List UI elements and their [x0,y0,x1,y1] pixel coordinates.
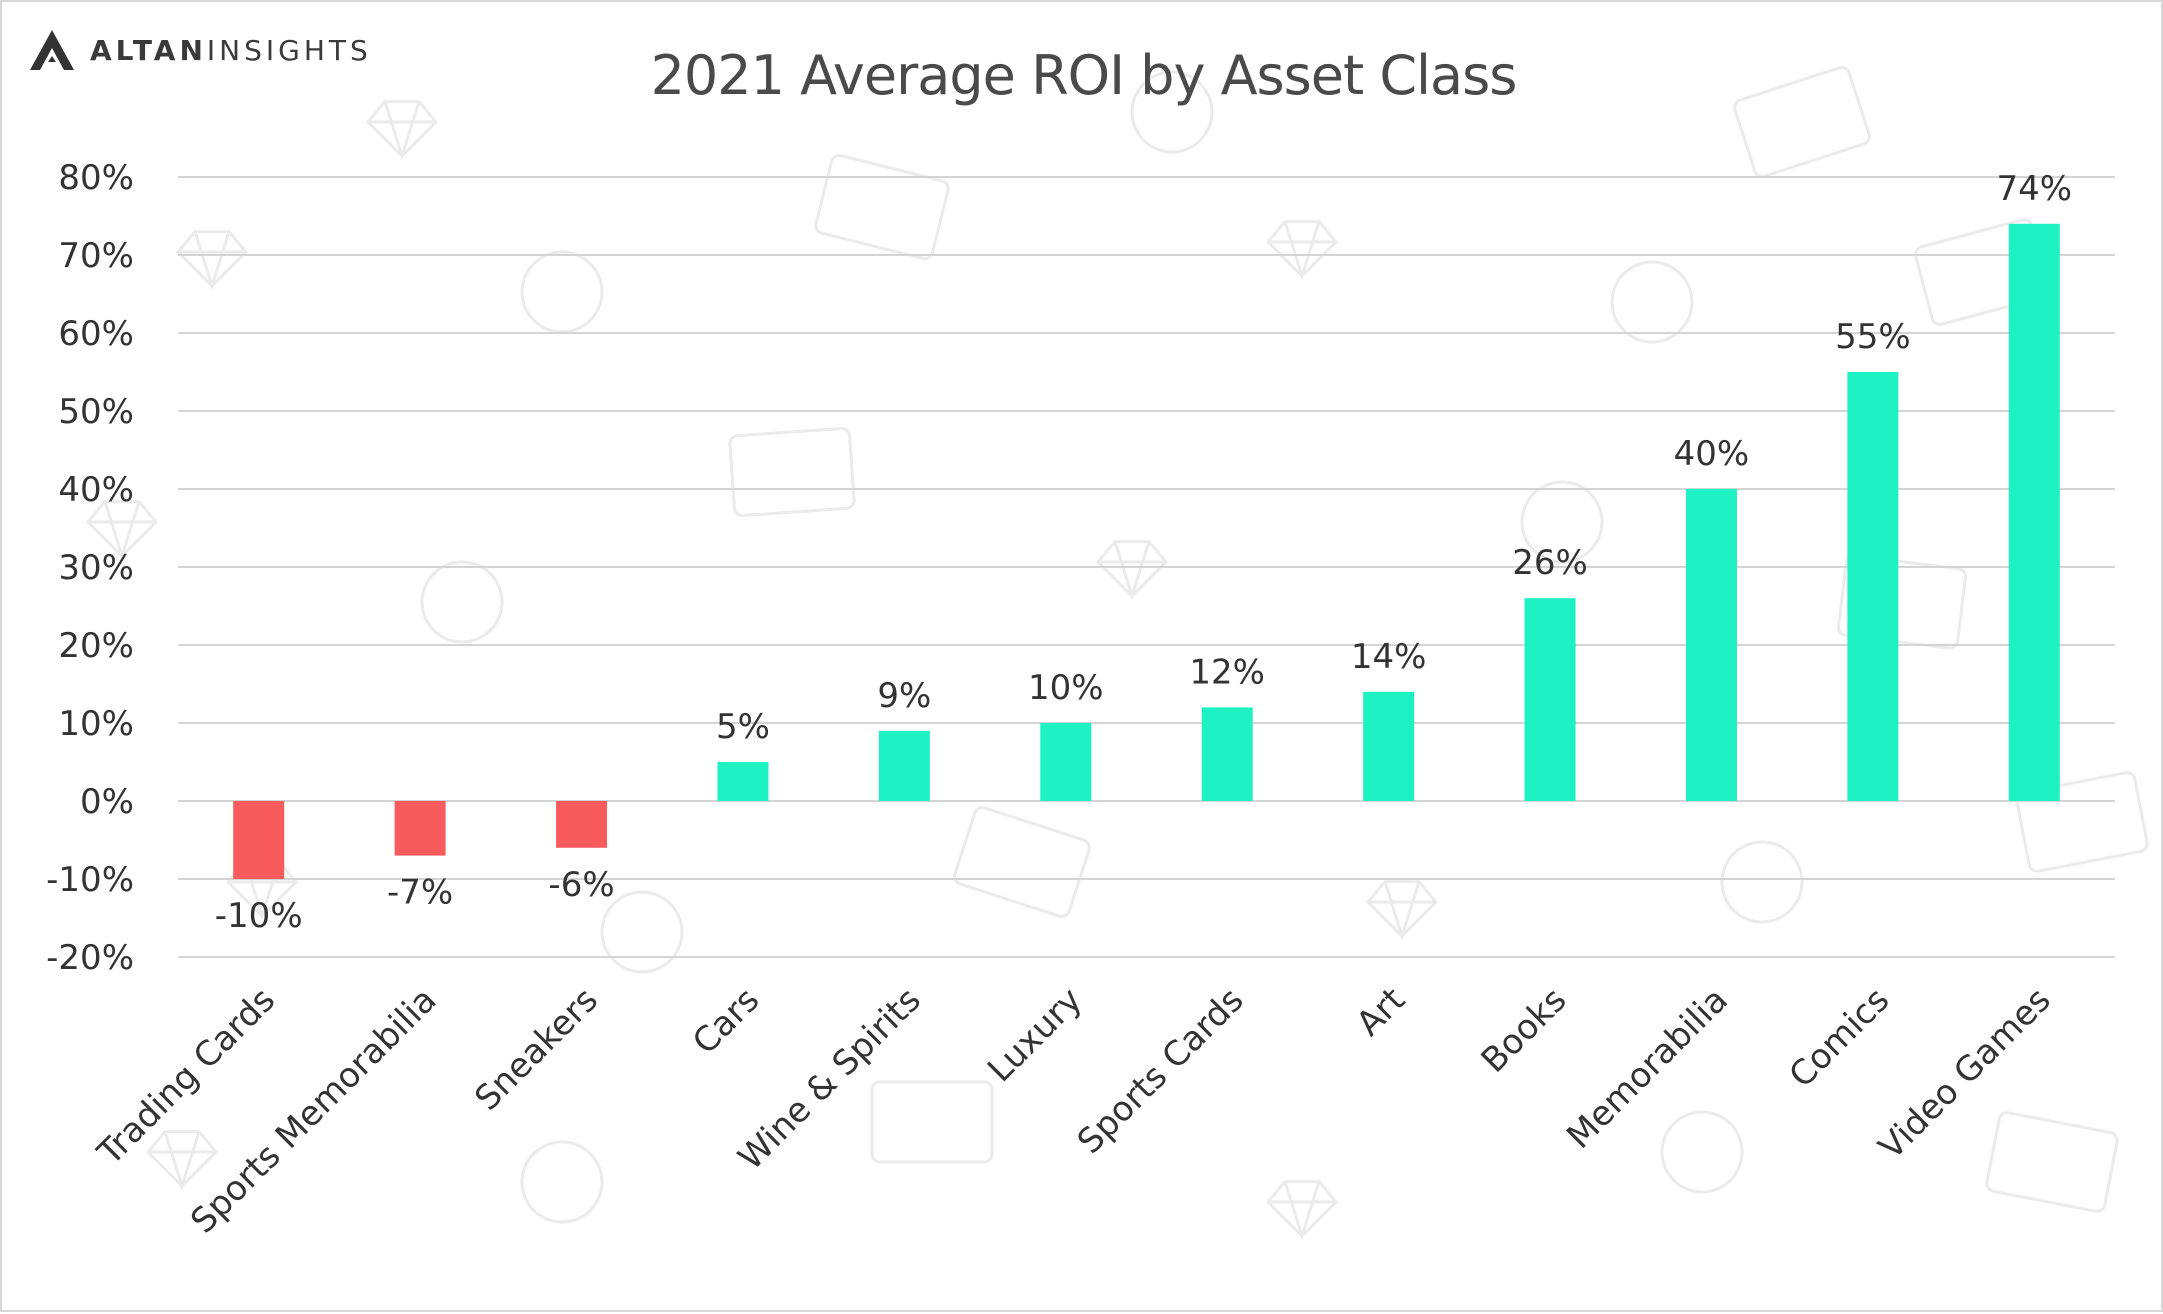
data-label: 74% [1997,169,2073,209]
logo-icon [30,30,74,70]
bar [556,801,608,848]
pattern-shape [1733,65,1871,179]
data-label: 5% [716,707,770,747]
logo-bold-text: ALTAN [90,33,207,67]
y-axis-ticks: 80% 70% 60% 50% 40% 30% 20% 10% 0% -10% -20% [46,158,134,978]
pattern-shape [1265,1180,1339,1242]
bar [1524,598,1576,801]
bar [1685,489,1737,801]
category-label: Video Games [1871,980,2058,1167]
bars [233,223,2060,879]
data-label: 10% [1028,668,1104,708]
bar [2008,223,2060,802]
pattern-shape [175,230,249,292]
logo-wordmark: ALTANINSIGHTS [90,34,372,67]
data-labels: -10% -7% -6% 5% 9% 10% 12% 14% 26% 40% 55% 74% [215,169,2072,936]
y-tick-label: 0% [80,782,134,822]
y-tick-label: -20% [46,938,134,978]
category-label: Books [1474,980,1575,1081]
pattern-shape [600,890,684,974]
y-tick-label: 10% [58,704,134,744]
y-tick-label: 40% [58,470,134,510]
bar [717,762,769,801]
category-label: Art [1349,980,1413,1044]
pattern-shape [870,1080,994,1164]
y-tick-label: 20% [58,626,134,666]
brand-logo: ALTANINSIGHTS [28,28,372,72]
pattern-shape [85,500,159,562]
pattern-shape [1660,1110,1744,1194]
y-tick-label: 30% [58,548,134,588]
y-tick-label: 70% [58,236,134,276]
bar [878,730,930,801]
pattern-shape [953,805,1091,919]
pattern-shape [814,153,950,261]
data-label: 9% [877,676,931,716]
pattern-shape [1365,880,1439,942]
chart-title: 2021 Average ROI by Asset Class [650,44,1518,107]
logo-light-text: INSIGHTS [206,33,372,67]
pattern-shape [420,560,504,644]
data-label: 40% [1674,434,1750,474]
pattern-shape [1095,540,1169,602]
pattern-shape [2015,771,2149,873]
category-label: Sneakers [467,980,606,1119]
data-label: -10% [215,896,303,936]
pattern-shape [1985,1111,2119,1213]
pattern-shape [1610,260,1694,344]
y-tick-label: -10% [46,860,134,900]
pattern-shape [1130,70,1214,154]
bar [1201,707,1253,801]
data-label: 55% [1835,317,1911,357]
y-tick-label: 60% [58,314,134,354]
pattern-shape [365,100,439,162]
category-label: Sports Cards [1070,980,1252,1162]
data-label: 14% [1351,637,1427,677]
pattern-shape [145,1130,219,1192]
y-tick-label: 80% [58,158,134,198]
category-label: Cars [685,980,767,1062]
pattern-shape [728,426,856,518]
category-label: Luxury [980,980,1090,1090]
bar [233,801,285,879]
bar [1040,723,1092,801]
pattern-shape [520,1140,604,1224]
pattern-shape [1265,220,1339,282]
data-label: -7% [387,873,453,913]
category-label: Comics [1782,980,1898,1096]
bar [1847,372,1899,801]
bar [1363,691,1415,801]
bar [394,801,446,856]
pattern-shape [1520,480,1604,564]
pattern-shape [1720,840,1804,924]
category-label: Memorabilia [1559,980,1736,1157]
y-tick-label: 50% [58,392,134,432]
data-label: 26% [1512,543,1588,583]
data-label: 12% [1189,652,1265,692]
gridlines [178,176,2115,958]
data-label: -6% [548,865,614,905]
